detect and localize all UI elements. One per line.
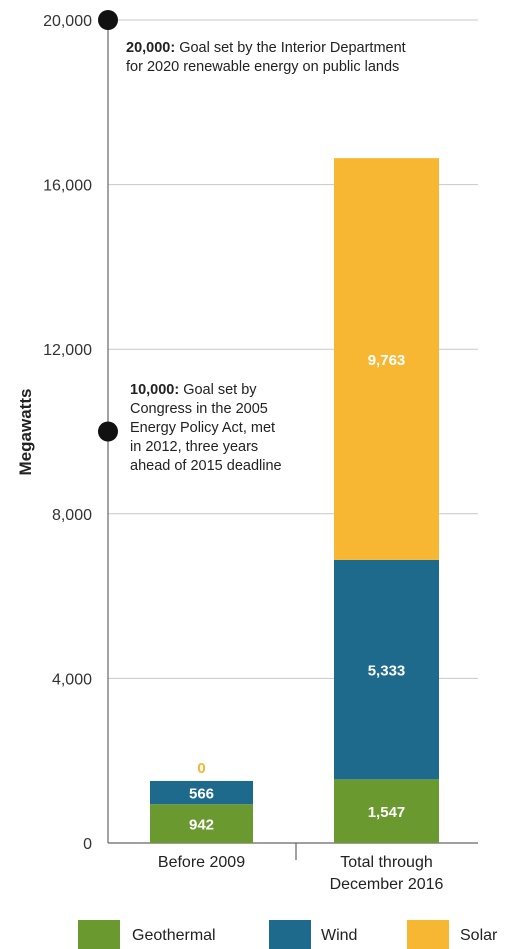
data-label: 942 <box>189 817 214 834</box>
data-label: 566 <box>189 786 214 803</box>
legend-label: Geothermal <box>132 927 216 944</box>
bar-segment-solar <box>334 158 439 560</box>
y-axis-label: Megawatts <box>16 389 35 476</box>
data-label: 9,763 <box>368 352 406 369</box>
goal-marker <box>98 10 118 30</box>
bars: 942 566 0 1,547 5,333 9,763 <box>150 158 439 843</box>
legend-swatch-geothermal <box>78 920 120 949</box>
annotation-line: Congress in the 2005 <box>130 401 268 417</box>
legend: Geothermal Wind Solar <box>78 920 498 949</box>
legend-label: Solar <box>460 927 498 944</box>
bar-segment-wind <box>150 780 253 805</box>
y-tick-label: 0 <box>83 836 92 853</box>
x-category-label: Before 2009 <box>158 854 245 871</box>
y-tick-label: 16,000 <box>43 178 92 195</box>
axes: 0 4,000 8,000 12,000 16,000 20,000 Megawatts Be… <box>16 13 478 893</box>
y-tick-label: 12,000 <box>43 342 92 359</box>
goal-marker <box>98 421 118 442</box>
annotation-text: 20,000: Goal set by the Interior Departm… <box>126 40 406 75</box>
data-label: 5,333 <box>368 663 406 680</box>
data-label: 1,547 <box>368 804 406 821</box>
legend-swatch-wind <box>269 920 311 949</box>
annotation-bold: 10,000: <box>130 382 179 398</box>
legend-label: Wind <box>321 927 357 944</box>
annotation-line: Goal set by <box>179 382 257 398</box>
legend-swatch-solar <box>407 920 449 949</box>
y-tick-label: 20,000 <box>43 13 92 30</box>
x-category-label: Total through <box>340 854 433 871</box>
annotation-line: Goal set by the Interior Department <box>175 40 406 56</box>
data-label: 0 <box>197 760 205 777</box>
annotation-bold: 20,000: <box>126 40 175 56</box>
annotation-line: for 2020 renewable energy on public land… <box>126 59 399 75</box>
annotation-line: ahead of 2015 deadline <box>130 458 282 474</box>
annotations: 20,000: Goal set by the Interior Departm… <box>98 10 406 474</box>
bar-segment-geothermal <box>150 804 253 843</box>
annotation-line: Energy Policy Act, met <box>130 420 275 436</box>
y-tick-label: 8,000 <box>52 507 92 524</box>
annotation-text: 10,000: Goal set by Congress in the 2005 E… <box>130 382 282 474</box>
annotation-line: in 2012, three years <box>130 439 258 455</box>
x-category-label: December 2016 <box>330 876 444 893</box>
y-tick-label: 4,000 <box>52 671 92 688</box>
bar-segment-geothermal <box>334 779 439 843</box>
bar-segment-wind <box>334 559 439 780</box>
